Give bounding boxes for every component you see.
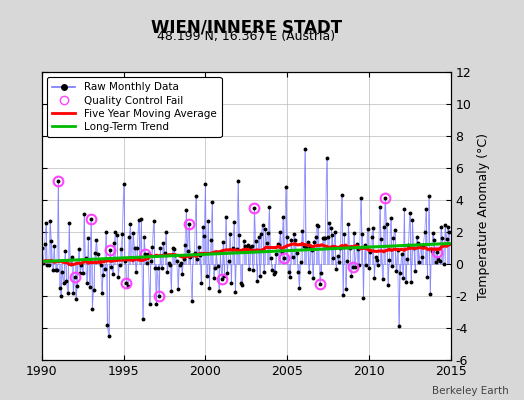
Y-axis label: Temperature Anomaly (°C): Temperature Anomaly (°C) (477, 132, 490, 300)
Legend: Raw Monthly Data, Quality Control Fail, Five Year Moving Average, Long-Term Tren: Raw Monthly Data, Quality Control Fail, … (47, 77, 222, 137)
Text: WIEN/INNERE STADT: WIEN/INNERE STADT (151, 18, 342, 36)
Text: Berkeley Earth: Berkeley Earth (432, 386, 508, 396)
Text: 48.199 N, 16.367 E (Austria): 48.199 N, 16.367 E (Austria) (157, 30, 335, 43)
